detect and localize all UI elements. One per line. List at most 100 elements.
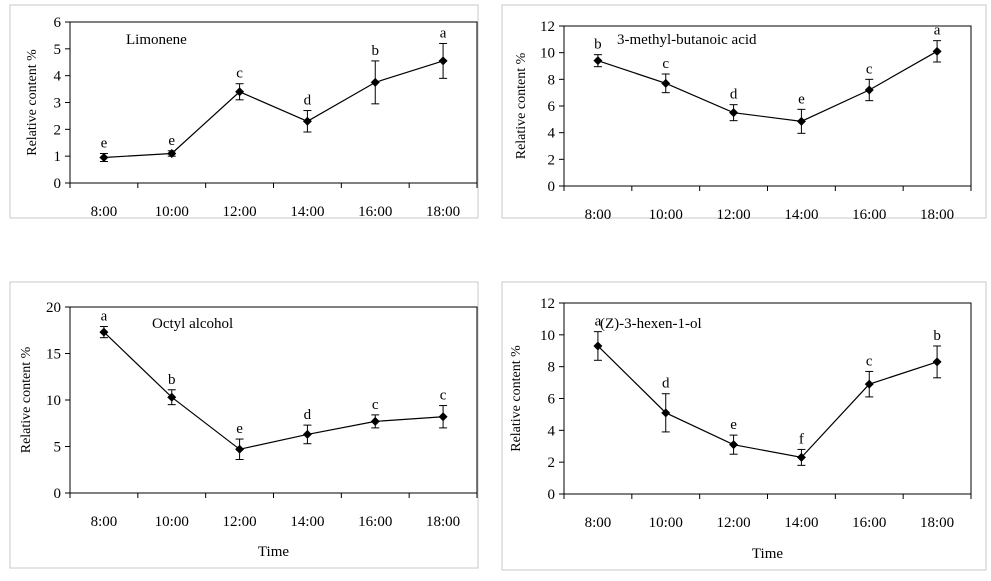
x-tick-label: 18:00 bbox=[920, 207, 954, 223]
data-point bbox=[438, 412, 448, 422]
x-tick-label: 10:00 bbox=[649, 207, 683, 223]
significance-label: a bbox=[934, 23, 941, 39]
y-tick-label: 10 bbox=[540, 328, 555, 344]
significance-label: e bbox=[798, 91, 805, 107]
data-point bbox=[302, 116, 312, 126]
significance-label: e bbox=[730, 417, 737, 433]
y-tick-label: 5 bbox=[54, 42, 62, 58]
x-tick-label: 18:00 bbox=[426, 514, 460, 530]
x-tick-label: 10:00 bbox=[155, 204, 189, 220]
x-tick-label: 8:00 bbox=[585, 515, 612, 531]
x-axis-label: Time bbox=[752, 546, 783, 562]
significance-label: b bbox=[372, 43, 380, 59]
x-tick-label: 12:00 bbox=[716, 515, 750, 531]
significance-label: d bbox=[304, 93, 312, 109]
x-tick-label: 16:00 bbox=[852, 207, 886, 223]
significance-label: d bbox=[730, 87, 738, 103]
data-point bbox=[370, 77, 380, 87]
x-tick-label: 12:00 bbox=[716, 207, 750, 223]
x-tick-label: 12:00 bbox=[222, 514, 256, 530]
y-axis-label: Relative content % bbox=[514, 52, 529, 159]
y-tick-label: 6 bbox=[54, 15, 62, 31]
plot-area bbox=[563, 25, 972, 187]
data-point bbox=[864, 85, 874, 95]
x-tick-label: 14:00 bbox=[784, 515, 818, 531]
significance-label: c bbox=[372, 397, 379, 413]
y-tick-label: 15 bbox=[46, 347, 61, 363]
x-tick-label: 14:00 bbox=[290, 514, 324, 530]
y-tick-label: 2 bbox=[54, 122, 62, 138]
data-point bbox=[235, 87, 245, 97]
y-tick-label: 8 bbox=[548, 72, 556, 88]
x-tick-label: 10:00 bbox=[649, 515, 683, 531]
panel-frame bbox=[501, 281, 987, 571]
y-tick-label: 4 bbox=[54, 69, 62, 85]
data-point bbox=[932, 46, 942, 56]
panel-frame bbox=[9, 281, 479, 569]
x-tick-label: 18:00 bbox=[426, 204, 460, 220]
y-axis-label: Relative content % bbox=[19, 346, 34, 453]
x-tick-label: 18:00 bbox=[920, 515, 954, 531]
chart-title: Limonene bbox=[126, 32, 187, 48]
y-tick-label: 0 bbox=[54, 176, 62, 192]
y-tick-label: 1 bbox=[54, 149, 62, 165]
y-tick-label: 6 bbox=[548, 99, 556, 115]
y-tick-label: 0 bbox=[548, 487, 556, 503]
y-tick-label: 2 bbox=[548, 455, 556, 471]
data-point bbox=[661, 78, 671, 88]
data-point bbox=[796, 116, 806, 126]
chart-title: Octyl alcohol bbox=[152, 316, 233, 332]
significance-label: b bbox=[933, 328, 941, 344]
data-point bbox=[167, 148, 177, 158]
x-tick-label: 16:00 bbox=[358, 204, 392, 220]
data-point bbox=[593, 56, 603, 66]
x-tick-label: 8:00 bbox=[91, 514, 118, 530]
data-point bbox=[302, 429, 312, 439]
y-tick-label: 3 bbox=[54, 96, 62, 112]
y-tick-label: 6 bbox=[548, 392, 556, 408]
x-tick-label: 8:00 bbox=[91, 204, 118, 220]
x-tick-label: 8:00 bbox=[585, 207, 612, 223]
significance-label: a bbox=[101, 309, 108, 325]
significance-label: e bbox=[101, 135, 108, 151]
plot-area bbox=[69, 306, 478, 494]
significance-label: c bbox=[440, 388, 447, 404]
data-point bbox=[167, 392, 177, 402]
significance-label: b bbox=[168, 372, 176, 388]
data-point bbox=[235, 444, 245, 454]
chart-panel-2: 0 2 4 6 8 10 12 8:00 10:00 12:00 14:00 16:00 18:00 Re… bbox=[501, 4, 987, 223]
panel-frame bbox=[9, 4, 479, 219]
significance-label: a bbox=[440, 25, 447, 41]
chart-panel-3: 0 5 10 15 20 8:00 10:00 12:00 14:00 16:00 18:00 Rel… bbox=[9, 281, 479, 569]
significance-label: d bbox=[304, 407, 312, 423]
y-tick-label: 10 bbox=[540, 46, 555, 62]
panel-frame bbox=[501, 4, 987, 219]
significance-label: d bbox=[662, 376, 670, 392]
y-tick-label: 2 bbox=[548, 152, 556, 168]
series-line bbox=[103, 60, 444, 159]
significance-label: c bbox=[236, 66, 243, 82]
significance-label: b bbox=[594, 37, 602, 53]
data-point bbox=[796, 452, 806, 462]
y-tick-label: 0 bbox=[54, 486, 62, 502]
y-tick-label: 20 bbox=[46, 300, 61, 316]
data-point bbox=[370, 416, 380, 426]
data-point bbox=[99, 153, 109, 163]
y-tick-label: 12 bbox=[540, 296, 555, 312]
chart-panel-4: 0 2 4 6 8 10 12 8:00 10:00 12:00 14:00 16:00 18:00 Re… bbox=[501, 281, 987, 571]
significance-label: e bbox=[168, 133, 175, 149]
y-tick-label: 10 bbox=[46, 393, 61, 409]
series-line bbox=[597, 50, 938, 122]
y-tick-label: 12 bbox=[540, 19, 555, 35]
data-point bbox=[932, 357, 942, 367]
significance-label: a bbox=[595, 314, 602, 330]
chart-panel-1: 0 1 2 3 4 5 6 8:00 10:00 12:00 14:00 16:00 18:00 Rela… bbox=[9, 4, 479, 220]
data-point bbox=[438, 56, 448, 66]
data-point bbox=[99, 327, 109, 337]
y-tick-label: 0 bbox=[548, 179, 556, 195]
x-tick-label: 16:00 bbox=[852, 515, 886, 531]
data-point bbox=[729, 108, 739, 118]
x-tick-label: 14:00 bbox=[784, 207, 818, 223]
x-tick-label: 10:00 bbox=[155, 514, 189, 530]
chart-title: 3-methyl-butanoic acid bbox=[617, 32, 757, 48]
